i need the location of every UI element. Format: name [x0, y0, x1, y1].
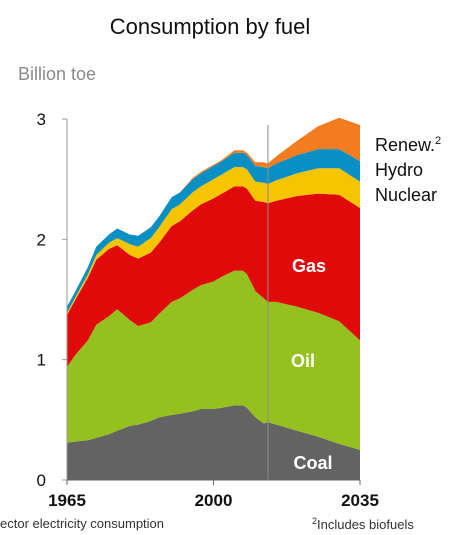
- x-tick-label: 2000: [195, 491, 233, 510]
- area-coal: [67, 405, 360, 480]
- chart-title: Consumption by fuel: [109, 14, 311, 39]
- area-oil: [67, 270, 360, 450]
- oil-label: Oil: [291, 351, 315, 371]
- area-nuclear: [67, 167, 360, 316]
- area-gas: [67, 186, 360, 367]
- in-chart-labels: Gas Oil Coal: [291, 256, 333, 473]
- area-renew: [67, 117, 360, 307]
- legend-hydro: Hydro: [375, 160, 424, 180]
- y-tick-label: 0: [37, 471, 46, 490]
- y-tick-label: 2: [37, 230, 46, 249]
- x-axis: 1965 2000 2035: [48, 479, 379, 510]
- legend-renew: Renew.2: [375, 135, 442, 155]
- footnote-right: 2Includes biofuels: [312, 516, 414, 532]
- footnote-left: ector electricity consumption: [0, 516, 165, 531]
- footnote-right-sup: 2: [312, 516, 318, 526]
- legend-renew-text: Renew.: [375, 135, 436, 155]
- y-axis-label: Billion toe: [18, 64, 97, 84]
- y-tick-label: 3: [37, 110, 46, 129]
- gas-label: Gas: [292, 256, 326, 276]
- legend-nuclear: Nuclear: [375, 185, 438, 205]
- coal-label: Coal: [293, 453, 332, 473]
- area-hydro: [67, 149, 360, 313]
- legend-renew-sup: 2: [435, 135, 442, 147]
- area-layer: [67, 117, 360, 480]
- x-tick-label: 1965: [48, 491, 86, 510]
- y-axis: 0 1 2 3: [37, 110, 68, 490]
- footnote-right-text: Includes biofuels: [317, 517, 414, 532]
- y-tick-label: 1: [37, 351, 46, 370]
- x-tick-label: 2035: [341, 491, 379, 510]
